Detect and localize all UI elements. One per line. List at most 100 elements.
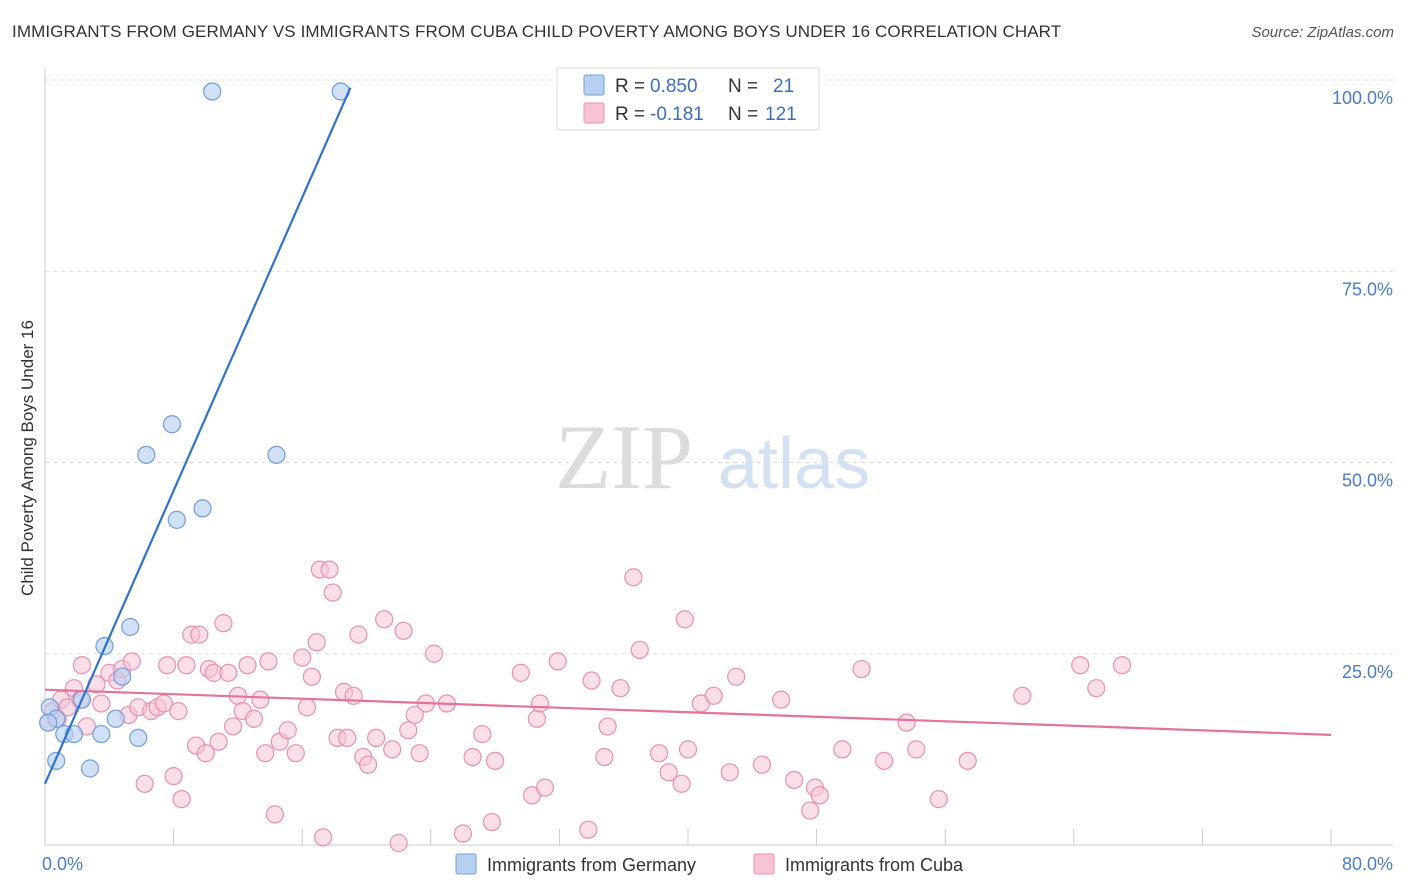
cuba-point [399, 721, 418, 740]
cuba-point [320, 560, 339, 579]
cuba-point [833, 740, 852, 759]
legend-swatch-germany [583, 74, 605, 96]
cuba-point [177, 656, 196, 675]
legend-r-value-germany: 0.850 [650, 76, 698, 97]
cuba-point [1087, 679, 1106, 698]
cuba-point [172, 789, 191, 809]
germany-point [203, 82, 222, 101]
cuba-points [39, 560, 1132, 853]
germany-point [167, 510, 186, 529]
cuba-point [278, 721, 297, 740]
cuba-point [473, 724, 492, 744]
cuba-point [1013, 686, 1032, 705]
cuba-point [158, 656, 177, 675]
cuba-point [897, 713, 916, 732]
cuba-point [383, 740, 402, 759]
germany-point [162, 415, 182, 434]
cuba-point [367, 728, 386, 748]
cuba-point [720, 763, 739, 782]
cuba-point [164, 767, 183, 786]
cuba-point [302, 667, 321, 686]
cuba-point [169, 702, 188, 721]
legend-n-label-cuba: N = [728, 104, 758, 125]
cuba-point [907, 740, 926, 759]
cuba-point [389, 833, 408, 853]
cuba-point [675, 610, 694, 629]
cuba-point [209, 732, 228, 751]
bottom-legend-swatch-cuba [753, 853, 775, 875]
cuba-point [659, 763, 678, 782]
y-tick-label-2: 75.0% [1342, 279, 1393, 299]
bottom-legend-swatch-germany [455, 853, 477, 875]
germany-point [80, 759, 100, 778]
cuba-point [405, 705, 424, 725]
y-tick-label-0: 25.0% [1342, 662, 1393, 682]
cuba-point [424, 644, 444, 663]
cuba-point [527, 709, 546, 728]
y-axis-label: Child Poverty Among Boys Under 16 [18, 320, 37, 596]
cuba-point [582, 671, 601, 690]
cuba-trend-line [44, 688, 1332, 736]
cuba-point [313, 828, 333, 847]
legend-n-label-germany: N = [728, 76, 758, 97]
germany-point [121, 617, 140, 637]
cuba-point [323, 583, 342, 602]
cuba-point [92, 694, 111, 713]
legend-n-value-germany: 21 [773, 76, 794, 97]
trend-lines [43, 87, 1332, 785]
cuba-point [852, 659, 871, 679]
cuba-point [649, 744, 669, 763]
cuba-point [338, 728, 357, 748]
cuba-point [531, 694, 550, 713]
y-tick-label-3: 100.0% [1332, 88, 1393, 108]
legend-box: R = 0.850 N = 21 R = -0.181 N = 121 [556, 67, 820, 131]
cuba-point [875, 751, 894, 770]
cuba-point [482, 812, 501, 832]
cuba-point [410, 744, 429, 763]
y-tick-label-1: 50.0% [1342, 471, 1393, 491]
cuba-point [349, 625, 368, 644]
watermark-atlas: atlas [718, 424, 870, 504]
germany-trend-line [43, 87, 352, 785]
watermark-zip: ZIP [555, 406, 693, 508]
cuba-point [293, 648, 312, 667]
cuba-point [772, 690, 791, 709]
cuba-point [307, 633, 326, 652]
cuba-point [72, 656, 92, 675]
cuba-point [238, 656, 257, 675]
cuba-point [453, 824, 473, 843]
cuba-point [286, 744, 305, 763]
cuba-point [486, 751, 505, 770]
cuba-point [929, 789, 948, 809]
cuba-point [135, 774, 154, 793]
cuba-point [297, 698, 317, 717]
cuba-point [810, 786, 829, 805]
cuba-point [1112, 656, 1132, 675]
cuba-point [196, 744, 215, 763]
germany-point [193, 499, 212, 518]
cuba-point [704, 686, 723, 705]
cuba-point [630, 640, 649, 660]
germany-point [106, 709, 125, 728]
cuba-point [463, 747, 482, 767]
bottom-legend: Immigrants from Germany Immigrants from … [455, 853, 964, 875]
cuba-point [214, 614, 233, 633]
cuba-point [244, 709, 264, 728]
legend-r-label-cuba: R = [615, 104, 645, 125]
x-tick-label-0: 0.0% [42, 854, 83, 874]
cuba-point [219, 663, 238, 682]
cuba-point [579, 820, 598, 839]
cuba-point [511, 663, 530, 682]
legend-r-label-germany: R = [615, 76, 645, 97]
watermark: ZIP atlas [555, 406, 870, 508]
cuba-point [958, 751, 977, 770]
cuba-point [190, 625, 209, 644]
cuba-point [672, 774, 691, 793]
cuba-point [375, 610, 394, 629]
source-label: Source: ZipAtlas.com [1251, 24, 1394, 41]
cuba-point [394, 621, 413, 640]
germany-point [137, 445, 156, 464]
legend-r-value-cuba: -0.181 [650, 104, 704, 125]
bottom-legend-label-germany: Immigrants from Germany [487, 855, 696, 875]
